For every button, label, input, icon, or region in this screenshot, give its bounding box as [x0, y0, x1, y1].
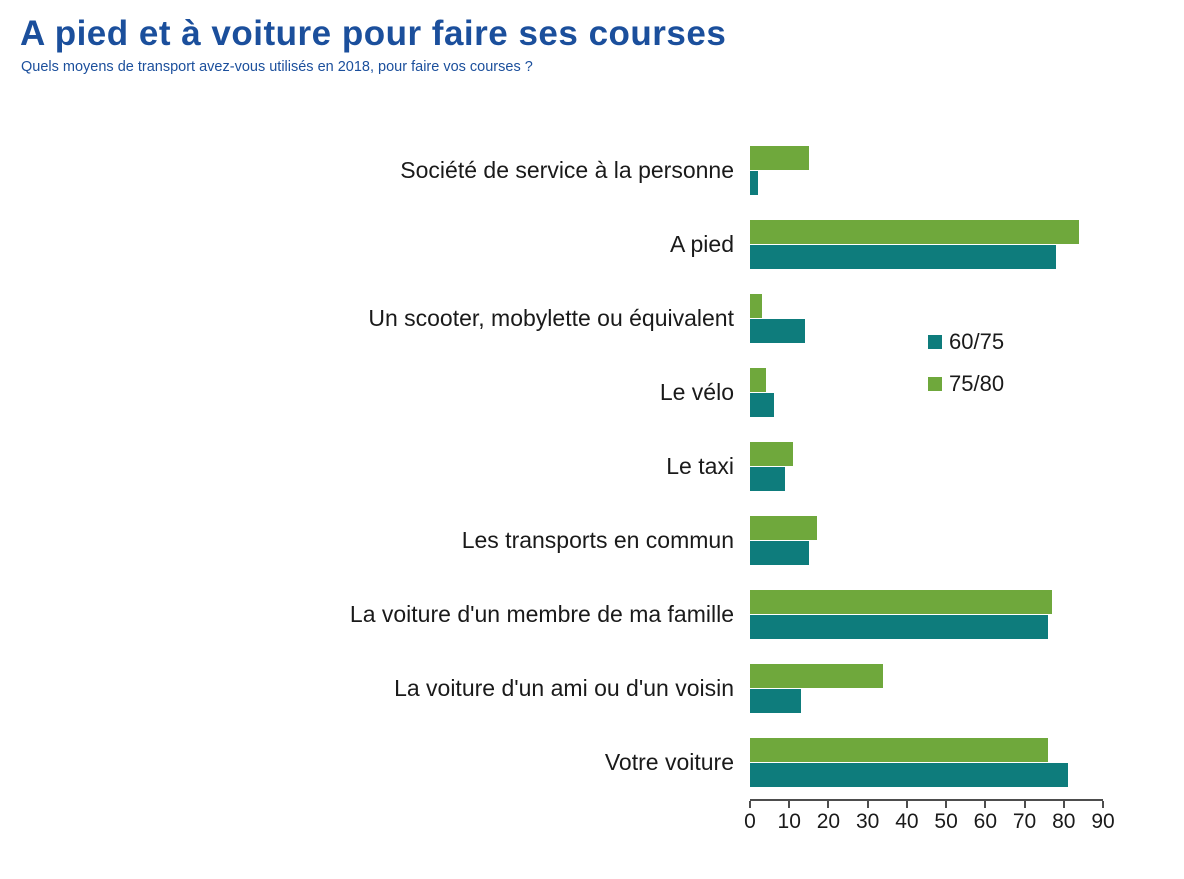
tick-label: 50 — [934, 810, 958, 833]
tick-label: 90 — [1091, 810, 1115, 833]
tick-label: 30 — [855, 810, 880, 833]
tick-label: 20 — [816, 810, 841, 833]
tick-mark — [1102, 801, 1104, 808]
chart-row: Votre voiture — [0, 725, 1184, 799]
bar-60-75 — [750, 392, 774, 417]
legend: 60/75 75/80 — [928, 329, 1004, 413]
chart-rows: Société de service à la personne A pied Un… — [0, 133, 1184, 799]
legend-item: 60/75 — [928, 329, 1004, 355]
legend-swatch-75-80-icon — [928, 377, 942, 391]
tick-label: 60 — [973, 810, 998, 833]
bar-60-75 — [750, 614, 1049, 639]
bar-chart: Société de service à la personne A pied Un… — [0, 133, 1184, 841]
bar-75-80 — [750, 441, 794, 466]
legend-swatch-60-75-icon — [928, 335, 942, 349]
bar-group — [750, 145, 809, 195]
bar-75-80 — [750, 293, 762, 318]
tick-mark — [1023, 801, 1026, 808]
bar-60-75 — [750, 688, 801, 713]
bar-60-75 — [750, 318, 805, 343]
chart-row: Société de service à la personne — [0, 133, 1184, 207]
chart-row: Un scooter, mobylette ou équivalent — [0, 281, 1184, 355]
bar-group — [750, 737, 1068, 787]
tick-mark — [1062, 801, 1065, 808]
bar-group — [750, 441, 794, 491]
legend-label: 60/75 — [949, 329, 1005, 354]
tick-mark — [866, 801, 869, 808]
bar-75-80 — [750, 219, 1080, 244]
chart-row: Les transports en commun — [0, 503, 1184, 577]
bar-60-75 — [750, 244, 1056, 269]
chart-row: La voiture d'un ami ou d'un voisin — [0, 651, 1184, 725]
bar-60-75 — [750, 540, 809, 565]
x-axis: 0 10 20 30 40 50 60 70 80 90 — [744, 799, 1115, 841]
bar-75-80 — [750, 663, 884, 688]
bar-group — [750, 293, 805, 343]
tick-label: 40 — [895, 810, 919, 833]
tick-mark — [905, 801, 908, 808]
page-title: A pied et à voiture pour faire ses cours… — [20, 14, 727, 53]
category-label: La voiture d'un ami ou d'un voisin — [394, 674, 734, 701]
tick-mark — [945, 801, 948, 808]
chart-row: Le vélo — [0, 355, 1184, 429]
bar-group — [750, 367, 774, 417]
category-label: Société de service à la personne — [400, 156, 734, 183]
page-subtitle: Quels moyens de transport avez-vous util… — [21, 59, 533, 75]
category-label: Le vélo — [659, 378, 734, 405]
category-label: A pied — [670, 230, 734, 257]
category-label: Votre voiture — [604, 748, 734, 775]
tick-label: 80 — [1052, 810, 1076, 833]
chart-row: Le taxi — [0, 429, 1184, 503]
bar-75-80 — [750, 515, 817, 540]
category-label: Les transports en commun — [461, 526, 734, 553]
bar-60-75 — [750, 466, 786, 491]
bar-group — [750, 589, 1052, 639]
bar-60-75 — [750, 762, 1068, 787]
bar-75-80 — [750, 737, 1049, 762]
tick-mark — [984, 801, 987, 808]
bar-group — [750, 663, 884, 713]
bar-group — [750, 515, 817, 565]
bar-75-80 — [750, 589, 1052, 614]
tick-mark — [827, 801, 830, 808]
tick-mark — [788, 801, 791, 808]
category-label: Le taxi — [666, 452, 734, 479]
tick-mark — [749, 801, 751, 808]
legend-label: 75/80 — [949, 371, 1005, 396]
chart-row: La voiture d'un membre de ma famille — [0, 577, 1184, 651]
bar-75-80 — [750, 367, 766, 392]
bar-75-80 — [750, 145, 809, 170]
chart-row: A pied — [0, 207, 1184, 281]
bar-60-75 — [750, 170, 758, 195]
category-label: Un scooter, mobylette ou équivalent — [368, 304, 734, 331]
tick-label: 0 — [744, 810, 756, 833]
bar-group — [750, 219, 1080, 269]
tick-label: 70 — [1012, 810, 1037, 833]
tick-label: 10 — [777, 810, 801, 833]
legend-item: 75/80 — [928, 371, 1004, 397]
category-label: La voiture d'un membre de ma famille — [349, 600, 734, 627]
